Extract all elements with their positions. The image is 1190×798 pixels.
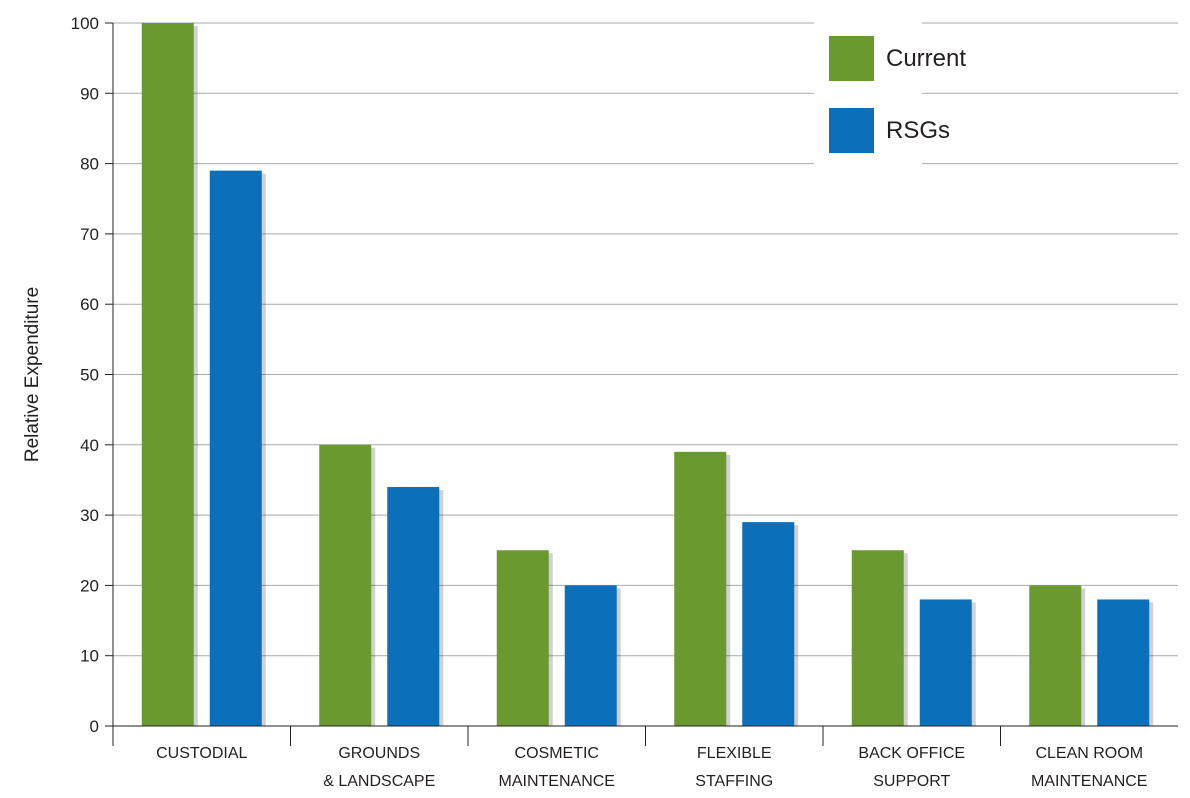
bar-rsgs: [564, 585, 617, 726]
legend-label: Current: [886, 45, 966, 72]
x-category-label: COSMETIC MAINTENANCE: [499, 745, 615, 790]
bars: [141, 23, 1154, 726]
x-category-label: GROUNDS & LANDSCAPE: [323, 745, 435, 790]
y-tick-labels: 0 10 20 30 40 50 60 70 80 90 100: [71, 14, 99, 736]
legend: Current RSGs: [814, 10, 966, 165]
bar-rsgs: [742, 522, 795, 726]
bar-rsgs: [1097, 599, 1150, 726]
y-tick-label: 0: [90, 717, 99, 736]
bar-current: [1029, 585, 1082, 726]
bar-rsgs: [209, 170, 262, 726]
legend-swatch-rsgs: [829, 108, 874, 153]
bar-current: [141, 23, 194, 726]
y-tick-label: 50: [80, 366, 99, 385]
y-tick-label: 30: [80, 506, 99, 525]
legend-swatch-current: [829, 36, 874, 81]
y-tick-label: 90: [80, 84, 99, 103]
y-tick-label: 80: [80, 155, 99, 174]
x-category-label: BACK OFFICE SUPPORT: [858, 745, 965, 790]
y-tick-label: 10: [80, 647, 99, 666]
y-axis-title: Relative Expenditure: [22, 287, 43, 462]
bar-current: [851, 550, 904, 726]
x-tick-labels: CUSTODIAL GROUNDS & LANDSCAPE COSMETIC MAINT…: [156, 745, 1147, 790]
y-tick-label: 60: [80, 295, 99, 314]
y-tick-label: 20: [80, 576, 99, 595]
axes: [105, 22, 1178, 746]
bar-rsgs: [387, 486, 440, 726]
y-tick-label: 40: [80, 436, 99, 455]
y-tick-label: 70: [80, 225, 99, 244]
y-tick-label: 100: [71, 14, 99, 33]
legend-label: RSGs: [886, 117, 950, 144]
x-category-label: CLEAN ROOM MAINTENANCE: [1031, 745, 1147, 790]
gridlines: [113, 22, 1178, 657]
x-category-label: CUSTODIAL: [156, 745, 247, 762]
bar-current: [496, 550, 549, 726]
x-category-label: FLEXIBLE STAFFING: [695, 745, 773, 790]
bar-rsgs: [919, 599, 972, 726]
bar-current: [319, 444, 372, 726]
bar-current: [674, 451, 727, 726]
